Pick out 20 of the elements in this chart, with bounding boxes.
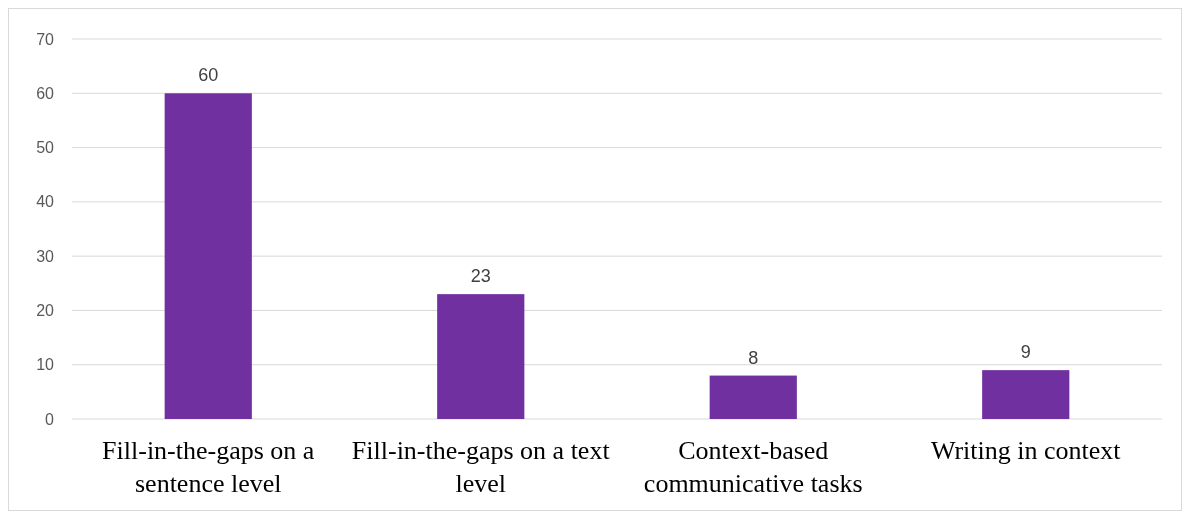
bar <box>982 370 1070 419</box>
y-tick-label: 40 <box>36 193 55 211</box>
x-tick-label: Fill-in-the-gaps on a sentence level <box>102 436 315 498</box>
y-tick-label: 60 <box>36 84 55 102</box>
x-tick-label: Writing in context <box>930 436 1122 465</box>
y-tick-label: 0 <box>45 410 55 428</box>
y-tick-label: 20 <box>36 302 55 320</box>
bar <box>437 294 525 419</box>
x-tick-label: Fill-in-the-gaps on a text level <box>351 436 611 498</box>
x-tick-label: Context-based communicative tasks <box>643 436 863 498</box>
y-tick-label: 30 <box>36 247 55 265</box>
y-tick-label: 70 <box>36 30 55 48</box>
bar <box>709 375 797 419</box>
data-label: 9 <box>1020 342 1031 363</box>
bar <box>164 93 252 419</box>
data-label: 23 <box>470 266 491 287</box>
data-label: 8 <box>748 347 759 368</box>
data-label: 60 <box>198 65 219 86</box>
y-tick-label: 10 <box>36 356 55 374</box>
y-tick-label: 50 <box>36 139 55 157</box>
